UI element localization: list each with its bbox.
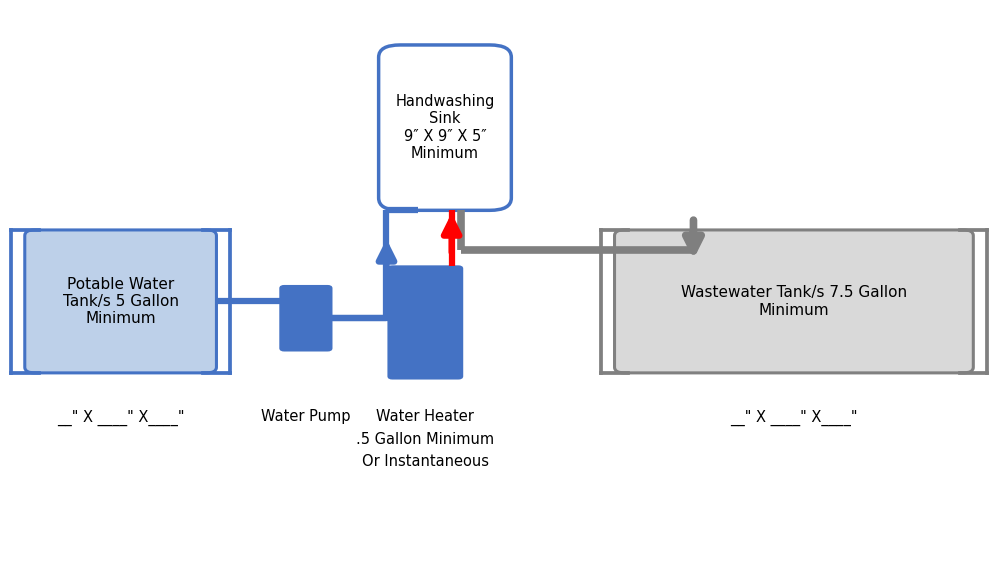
Text: Water Heater
.5 Gallon Minimum
Or Instantaneous: Water Heater .5 Gallon Minimum Or Instan… <box>356 410 494 468</box>
Text: Water Pump: Water Pump <box>261 410 351 424</box>
FancyBboxPatch shape <box>379 45 511 210</box>
FancyBboxPatch shape <box>614 230 972 373</box>
FancyBboxPatch shape <box>280 286 331 351</box>
Text: Handwashing
Sink
9″ X 9″ X 5″
Minimum: Handwashing Sink 9″ X 9″ X 5″ Minimum <box>395 94 494 161</box>
FancyBboxPatch shape <box>388 267 462 379</box>
Text: __" X ____" X____": __" X ____" X____" <box>729 410 857 426</box>
FancyBboxPatch shape <box>25 230 216 373</box>
Text: __" X ____" X____": __" X ____" X____" <box>57 410 184 426</box>
Text: Potable Water
Tank/s 5 Gallon
Minimum: Potable Water Tank/s 5 Gallon Minimum <box>62 276 178 326</box>
Text: Wastewater Tank/s 7.5 Gallon
Minimum: Wastewater Tank/s 7.5 Gallon Minimum <box>680 285 906 317</box>
